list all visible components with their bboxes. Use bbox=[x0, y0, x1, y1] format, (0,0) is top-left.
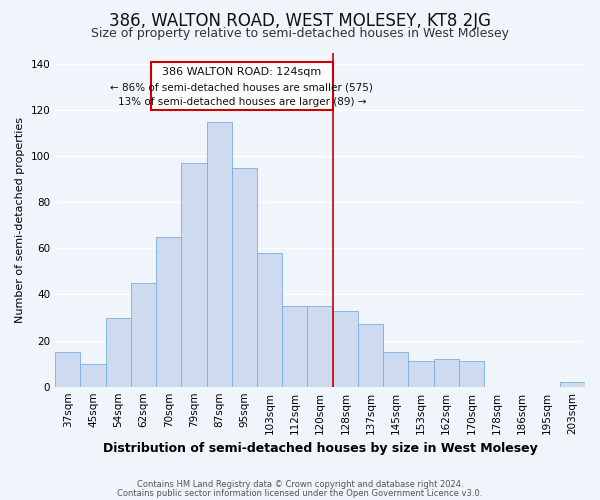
Text: 386 WALTON ROAD: 124sqm: 386 WALTON ROAD: 124sqm bbox=[162, 67, 322, 77]
Bar bbox=[383, 352, 409, 386]
Bar bbox=[257, 253, 282, 386]
Bar bbox=[459, 362, 484, 386]
Text: Size of property relative to semi-detached houses in West Molesey: Size of property relative to semi-detach… bbox=[91, 28, 509, 40]
Bar bbox=[156, 237, 181, 386]
Bar bbox=[232, 168, 257, 386]
Bar bbox=[80, 364, 106, 386]
Y-axis label: Number of semi-detached properties: Number of semi-detached properties bbox=[15, 116, 25, 322]
Bar bbox=[307, 306, 332, 386]
Text: 386, WALTON ROAD, WEST MOLESEY, KT8 2JG: 386, WALTON ROAD, WEST MOLESEY, KT8 2JG bbox=[109, 12, 491, 30]
Bar bbox=[282, 306, 307, 386]
Bar bbox=[106, 318, 131, 386]
Bar bbox=[206, 122, 232, 386]
Text: Contains HM Land Registry data © Crown copyright and database right 2024.: Contains HM Land Registry data © Crown c… bbox=[137, 480, 463, 489]
Bar bbox=[409, 362, 434, 386]
Bar bbox=[181, 163, 206, 386]
Bar bbox=[55, 352, 80, 386]
FancyBboxPatch shape bbox=[151, 62, 332, 110]
Bar bbox=[358, 324, 383, 386]
Text: Contains public sector information licensed under the Open Government Licence v3: Contains public sector information licen… bbox=[118, 488, 482, 498]
Bar bbox=[131, 283, 156, 387]
Bar bbox=[434, 359, 459, 386]
Bar bbox=[560, 382, 585, 386]
Text: ← 86% of semi-detached houses are smaller (575): ← 86% of semi-detached houses are smalle… bbox=[110, 82, 373, 92]
X-axis label: Distribution of semi-detached houses by size in West Molesey: Distribution of semi-detached houses by … bbox=[103, 442, 538, 455]
Bar bbox=[332, 310, 358, 386]
Text: 13% of semi-detached houses are larger (89) →: 13% of semi-detached houses are larger (… bbox=[118, 97, 366, 107]
